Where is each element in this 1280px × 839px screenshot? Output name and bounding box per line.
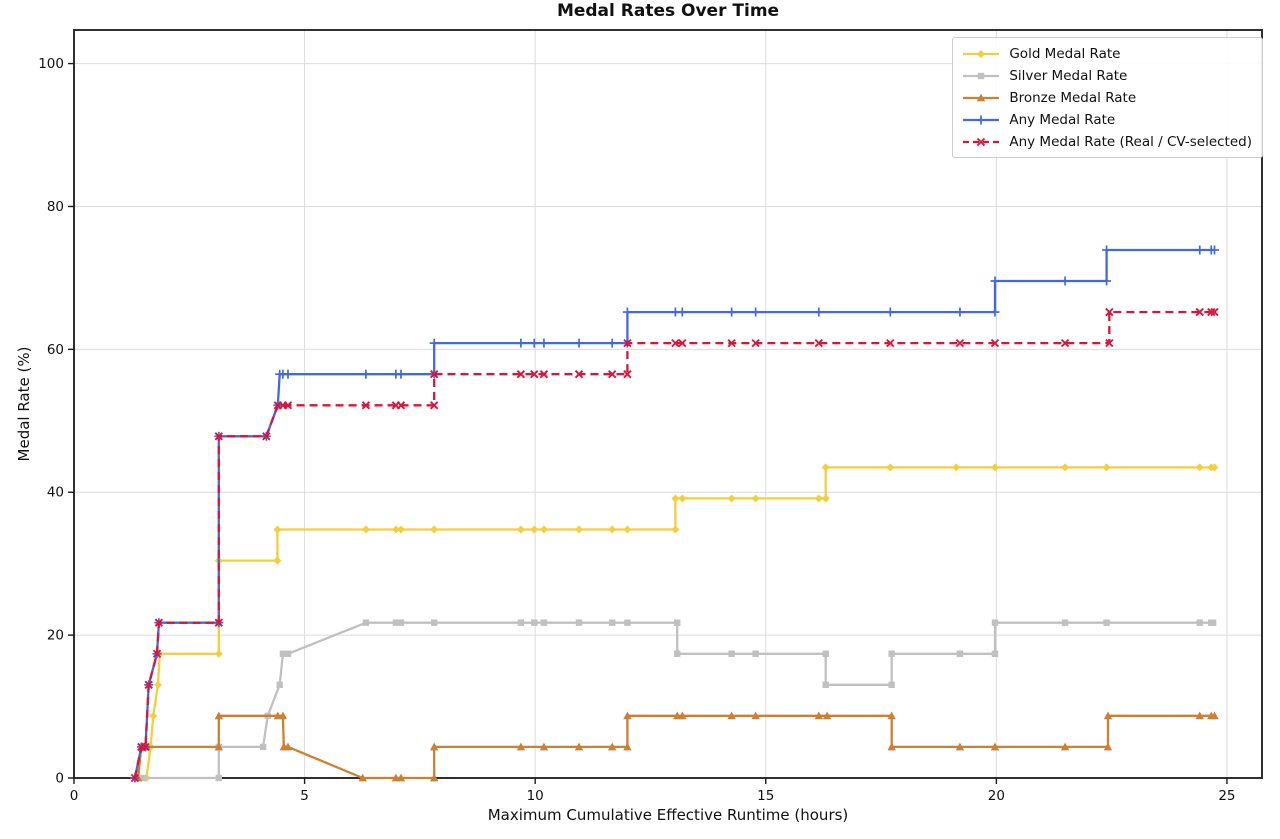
- y-tick-label: 0: [55, 771, 64, 787]
- legend-item-bronze-medal-rate: Bronze Medal Rate: [962, 88, 1252, 107]
- axes-border: [73, 29, 1263, 779]
- legend-label: Bronze Medal Rate: [1009, 89, 1137, 106]
- legend-item-any-medal-rate-real-cv-selected: Any Medal Rate (Real / CV-selected): [962, 132, 1252, 151]
- legend-item-gold-medal-rate: Gold Medal Rate: [962, 44, 1252, 63]
- x-tick-label: 0: [70, 788, 79, 804]
- series-markers-any-medal-rate: [130, 245, 1219, 783]
- legend-swatch-any-medal-rate-real-cv-selected-icon: [963, 137, 1000, 146]
- series-line-silver-medal-rate: [143, 621, 1214, 780]
- legend: Gold Medal Rate Silver Medal Rate Bronze M…: [952, 37, 1263, 158]
- series-any-medal-rate-real-cv-selected: [130, 307, 1219, 783]
- legend-swatch-gold-medal-rate-icon: [963, 49, 1000, 58]
- y-tick-label: 80: [47, 199, 64, 215]
- legend-label: Silver Medal Rate: [1009, 67, 1128, 84]
- series-bronze-medal-rate: [133, 711, 1219, 782]
- legend-swatch-bronze-medal-rate-icon: [963, 93, 1000, 101]
- y-tick-label: 100: [38, 56, 64, 72]
- x-tick-label: 25: [1218, 788, 1235, 804]
- x-tick-label: 20: [988, 788, 1005, 804]
- y-tick-label: 60: [47, 342, 64, 358]
- x-tick-label: 10: [527, 788, 544, 804]
- x-tick-label: 5: [300, 788, 309, 804]
- series-markers-any-medal-rate-real-cv-selected: [130, 307, 1219, 783]
- legend-swatch-silver-medal-rate-icon: [963, 72, 1000, 79]
- x-axis-label: Maximum Cumulative Effective Runtime (ho…: [487, 806, 849, 824]
- series-markers-bronze-medal-rate: [133, 711, 1219, 782]
- chart-title: Medal Rates Over Time: [556, 1, 780, 21]
- legend-label: Any Medal Rate: [1009, 111, 1116, 128]
- series-silver-medal-rate: [139, 619, 1217, 782]
- y-tick-label: 40: [47, 485, 64, 501]
- x-tick-label: 15: [757, 788, 774, 804]
- series-line-any-medal-rate-real-cv-selected: [133, 310, 1215, 779]
- legend-item-any-medal-rate: Any Medal Rate: [962, 110, 1252, 129]
- series-markers-silver-medal-rate: [139, 619, 1217, 782]
- y-tick-label: 20: [47, 628, 64, 644]
- y-axis-label: Medal Rate (%): [15, 346, 33, 462]
- legend-label: Gold Medal Rate: [1009, 45, 1121, 62]
- legend-item-silver-medal-rate: Silver Medal Rate: [962, 66, 1252, 85]
- series-line-bronze-medal-rate: [136, 714, 1215, 780]
- legend-label: Any Medal Rate (Real / CV-selected): [1009, 133, 1252, 150]
- legend-swatch-any-medal-rate-icon: [963, 115, 1000, 124]
